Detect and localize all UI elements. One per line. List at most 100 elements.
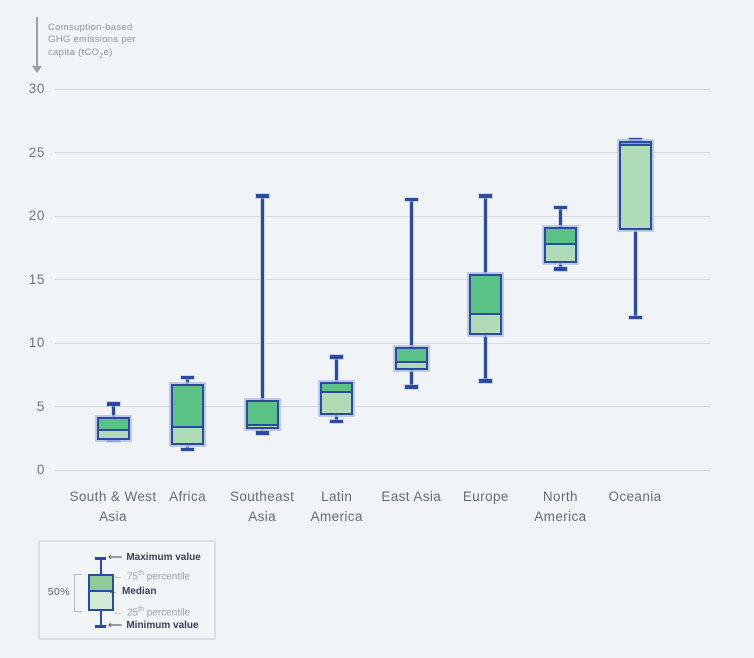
box-upper-europe (471, 276, 501, 315)
legend-50pct-bracket (74, 574, 82, 612)
legend-mini-box (88, 574, 114, 611)
boxplot-legend: 50% ⟵ Maximum value ← 75th percentile ← Media… (38, 540, 216, 640)
legend-whisker-cap-bottom (95, 625, 106, 628)
box-upper-southeast-asia (247, 402, 277, 427)
box-lower-north-america (545, 244, 575, 261)
whisker-cap-min-southeast-asia (255, 431, 269, 435)
whisker-bottom-latin-america (335, 415, 339, 422)
whisker-top-north-america (558, 207, 562, 228)
gridline-10 (55, 342, 710, 344)
box-latin-america (320, 382, 354, 416)
box-upper-south-west-asia (98, 418, 128, 432)
x-label-latin-america: Latin America (310, 489, 363, 524)
x-label-north-america: North America (534, 489, 587, 524)
left-arrow-icon: ⟵ (108, 620, 123, 631)
box-east-asia (394, 346, 428, 370)
gridline-15 (55, 279, 710, 280)
box-upper-africa (173, 385, 203, 428)
box-upper-latin-america (322, 384, 352, 394)
box-lower-east-asia (396, 362, 426, 368)
y-tick-label-0: 0 (36, 462, 45, 477)
left-arrow-icon: ← (113, 571, 123, 583)
whisker-cap-min-east-asia (404, 385, 418, 389)
left-arrow-icon: ← (108, 586, 118, 597)
y-axis-title: Comsuption-based GHG emissions per capit… (48, 22, 136, 61)
y-tick-label-30: 30 (28, 81, 45, 96)
whisker-cap-max-north-america (553, 205, 567, 210)
x-label-europe: Europe (462, 489, 509, 504)
box-lower-africa (173, 427, 203, 443)
whisker-cap-min-africa (181, 447, 195, 452)
box-south-west-asia (96, 416, 130, 440)
box-north-america (543, 227, 577, 263)
whisker-bottom-oceania (633, 229, 637, 318)
y-axis-title-line1: Comsuption-based (48, 22, 133, 33)
legend-box-upper (90, 576, 112, 592)
legend-row-maximum-value: ⟵ Maximum value (108, 552, 201, 563)
legend-row-75: ← 75th percentile (113, 570, 191, 583)
whisker-cap-min-oceania (628, 315, 642, 320)
gridline-25 (55, 152, 710, 153)
box-oceania (618, 141, 652, 230)
box-europe (469, 274, 503, 336)
whisker-cap-max-east-asia (404, 197, 418, 202)
whisker-top-africa (186, 377, 190, 384)
box-southeast-asia (245, 400, 279, 430)
box-lower-europe (471, 314, 501, 334)
x-label-southeast-asia: Southeast Asia (229, 489, 295, 524)
gridline-20 (55, 215, 710, 217)
y-tick-label-15: 15 (28, 271, 45, 287)
whisker-cap-min-south-west-asia (106, 438, 120, 443)
legend-box-lower (90, 592, 112, 609)
legend-row-minimum-value: ⟵ Minimum value (108, 620, 199, 631)
y-axis-title-line2: GHG emissions per (48, 34, 136, 46)
y-axis-arrow-head (32, 66, 42, 73)
y-tick-label-10: 10 (28, 335, 45, 350)
whisker-bottom-africa (186, 444, 190, 450)
whisker-top-east-asia (409, 199, 413, 347)
whisker-cap-min-north-america (553, 267, 567, 271)
whisker-cap-max-south-west-asia (106, 402, 120, 406)
box-lower-oceania (620, 145, 650, 228)
x-label-oceania: Oceania (608, 489, 662, 504)
box-upper-oceania (620, 143, 650, 146)
legend-whisker-bottom (99, 611, 102, 626)
gridline-30 (55, 88, 710, 90)
whisker-bottom-east-asia (409, 369, 413, 388)
whisker-cap-max-oceania (628, 138, 642, 142)
box-upper-east-asia (396, 348, 426, 363)
box-upper-north-america (545, 229, 575, 245)
whisker-bottom-north-america (558, 262, 562, 270)
whisker-top-south-west-asia (111, 403, 115, 417)
x-label-africa: Africa (169, 489, 207, 504)
x-label-south-west-asia: South & West Asia (69, 489, 157, 524)
whisker-top-southeast-asia (260, 195, 264, 401)
whisker-cap-max-southeast-asia (255, 194, 269, 198)
y-axis-title-line3: capita (tCO2e) (48, 46, 113, 60)
y-axis-arrow (36, 17, 38, 67)
gridline-0 (55, 469, 710, 471)
whisker-bottom-europe (484, 335, 488, 382)
whisker-cap-max-europe (479, 194, 493, 198)
y-tick-label-5: 5 (36, 398, 45, 414)
left-arrow-icon: ⟵ (108, 552, 123, 563)
box-lower-latin-america (322, 393, 352, 414)
whisker-top-europe (484, 195, 488, 275)
y-tick-label-25: 25 (28, 144, 45, 160)
box-africa (171, 383, 205, 445)
whisker-cap-max-latin-america (330, 355, 344, 359)
whisker-top-latin-america (335, 356, 339, 383)
whisker-cap-min-latin-america (330, 419, 344, 424)
legend-whisker-top (99, 558, 102, 574)
legend-whisker-cap-top (95, 557, 106, 560)
legend-50pct-label: 50% (47, 586, 70, 598)
left-arrow-icon: ← (113, 607, 123, 619)
x-label-east-asia: East Asia (381, 489, 442, 504)
legend-row-median: ← Median (108, 586, 157, 597)
y-tick-label-20: 20 (28, 208, 45, 223)
gridline-5 (55, 406, 710, 407)
box-lower-south-west-asia (98, 431, 128, 438)
whisker-cap-min-europe (479, 379, 493, 383)
whisker-cap-max-africa (181, 375, 195, 380)
